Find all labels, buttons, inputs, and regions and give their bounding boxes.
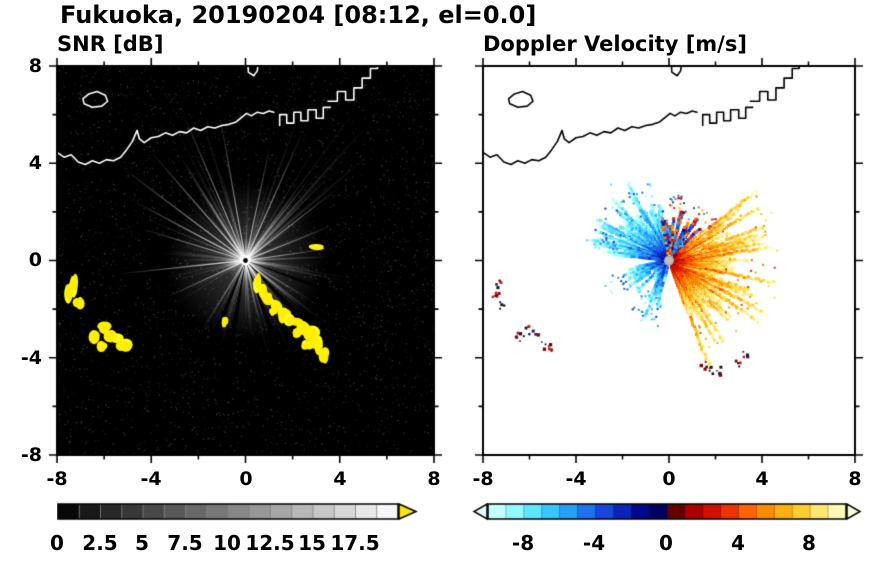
snr-ppi-plot [45,54,446,467]
doppler-panel-title: Doppler Velocity [m/s] [483,32,747,56]
doppler-colorbar-label: 0 [659,531,673,555]
snr-colorbar-label: 17.5 [330,531,380,555]
y-tick-label: 0 [28,249,42,271]
x-tick-label: 4 [333,468,347,490]
doppler-colorbar-label: -4 [582,531,606,555]
doppler-colorbar-label: -8 [511,531,535,555]
x-tick-label: 8 [848,468,862,490]
snr-colorbar-label: 2.5 [82,531,118,555]
snr-colorbar-label: 0 [50,531,64,555]
y-tick-label: 4 [28,152,42,174]
snr-panel-title: SNR [dB] [57,32,164,56]
x-tick-label: 4 [755,468,769,490]
doppler-colorbar [472,502,862,522]
figure-title: Fukuoka, 20190204 [08:12, el=0.0] [60,1,537,29]
snr-colorbar [57,502,419,522]
snr-colorbar-label: 12.5 [245,531,295,555]
x-tick-label: -4 [140,468,162,490]
doppler-ppi-plot [471,54,867,467]
snr-colorbar-label: 7.5 [167,531,203,555]
snr-colorbar-label: 10 [213,531,241,555]
x-tick-label: 8 [427,468,441,490]
snr-colorbar-label: 15 [298,531,326,555]
snr-colorbar-label: 5 [135,531,149,555]
doppler-colorbar-label: 4 [731,531,745,555]
x-tick-label: -8 [46,468,68,490]
x-tick-label: 0 [662,468,676,490]
y-tick-label: -4 [20,347,42,369]
y-tick-label: -8 [20,444,42,466]
x-tick-label: 0 [239,468,253,490]
doppler-colorbar-label: 8 [802,531,816,555]
x-tick-label: -4 [565,468,587,490]
x-tick-label: -8 [472,468,494,490]
y-tick-label: 8 [28,55,42,77]
